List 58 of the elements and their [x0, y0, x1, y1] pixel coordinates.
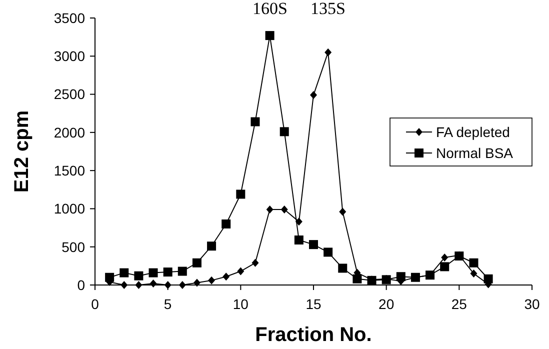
y-tick-label: 1000	[54, 200, 86, 217]
point	[163, 268, 172, 277]
point	[352, 274, 362, 284]
point	[252, 258, 259, 267]
point	[470, 270, 478, 278]
point	[310, 91, 317, 100]
point	[120, 268, 129, 278]
point	[324, 248, 333, 257]
point	[440, 262, 450, 272]
y-tick-label: 2000	[54, 124, 86, 140]
x-tick-label: 15	[306, 296, 322, 312]
point	[280, 205, 288, 214]
legend-label: Normal BSA	[436, 144, 514, 161]
y-axis-title: E12 cpm	[11, 110, 33, 193]
point	[250, 117, 260, 126]
point	[135, 281, 142, 289]
x-tick-label: 25	[451, 296, 468, 312]
point	[120, 281, 128, 289]
point	[266, 205, 274, 214]
point	[324, 48, 332, 56]
x-tick-label: 30	[524, 296, 540, 312]
point	[237, 267, 244, 276]
y-tick-label: 3000	[54, 48, 86, 64]
x-tick-label: 0	[91, 296, 100, 312]
point	[134, 271, 144, 280]
y-tick-label: 0	[77, 276, 86, 293]
point	[469, 258, 478, 268]
y-tick-label: 2500	[54, 86, 86, 102]
point	[150, 279, 157, 288]
x-tick-label: 10	[232, 296, 249, 312]
x-axis-title: Fraction No.	[255, 324, 372, 346]
point	[338, 264, 348, 273]
y-tick-label: 1500	[54, 162, 86, 178]
x-tick-label: 20	[378, 296, 394, 312]
point	[178, 266, 187, 276]
point	[178, 281, 186, 289]
point	[164, 281, 172, 289]
text: 135S	[310, 0, 346, 18]
legend-label: FA depleted	[436, 124, 510, 140]
point	[193, 278, 200, 287]
point	[294, 235, 304, 244]
point	[339, 208, 346, 216]
point	[222, 272, 230, 281]
point	[208, 276, 216, 284]
point	[280, 127, 289, 136]
point	[309, 240, 318, 250]
y-tick-label: 500	[62, 238, 86, 255]
point	[192, 258, 202, 268]
point	[222, 219, 231, 228]
y-tick-label: 3500	[54, 10, 86, 26]
point	[295, 218, 302, 226]
x-tick-label: 5	[164, 296, 172, 312]
text: 160S	[252, 0, 288, 18]
point	[148, 268, 158, 278]
point	[441, 254, 448, 262]
point	[207, 242, 216, 251]
point	[236, 190, 246, 199]
point	[265, 31, 274, 40]
